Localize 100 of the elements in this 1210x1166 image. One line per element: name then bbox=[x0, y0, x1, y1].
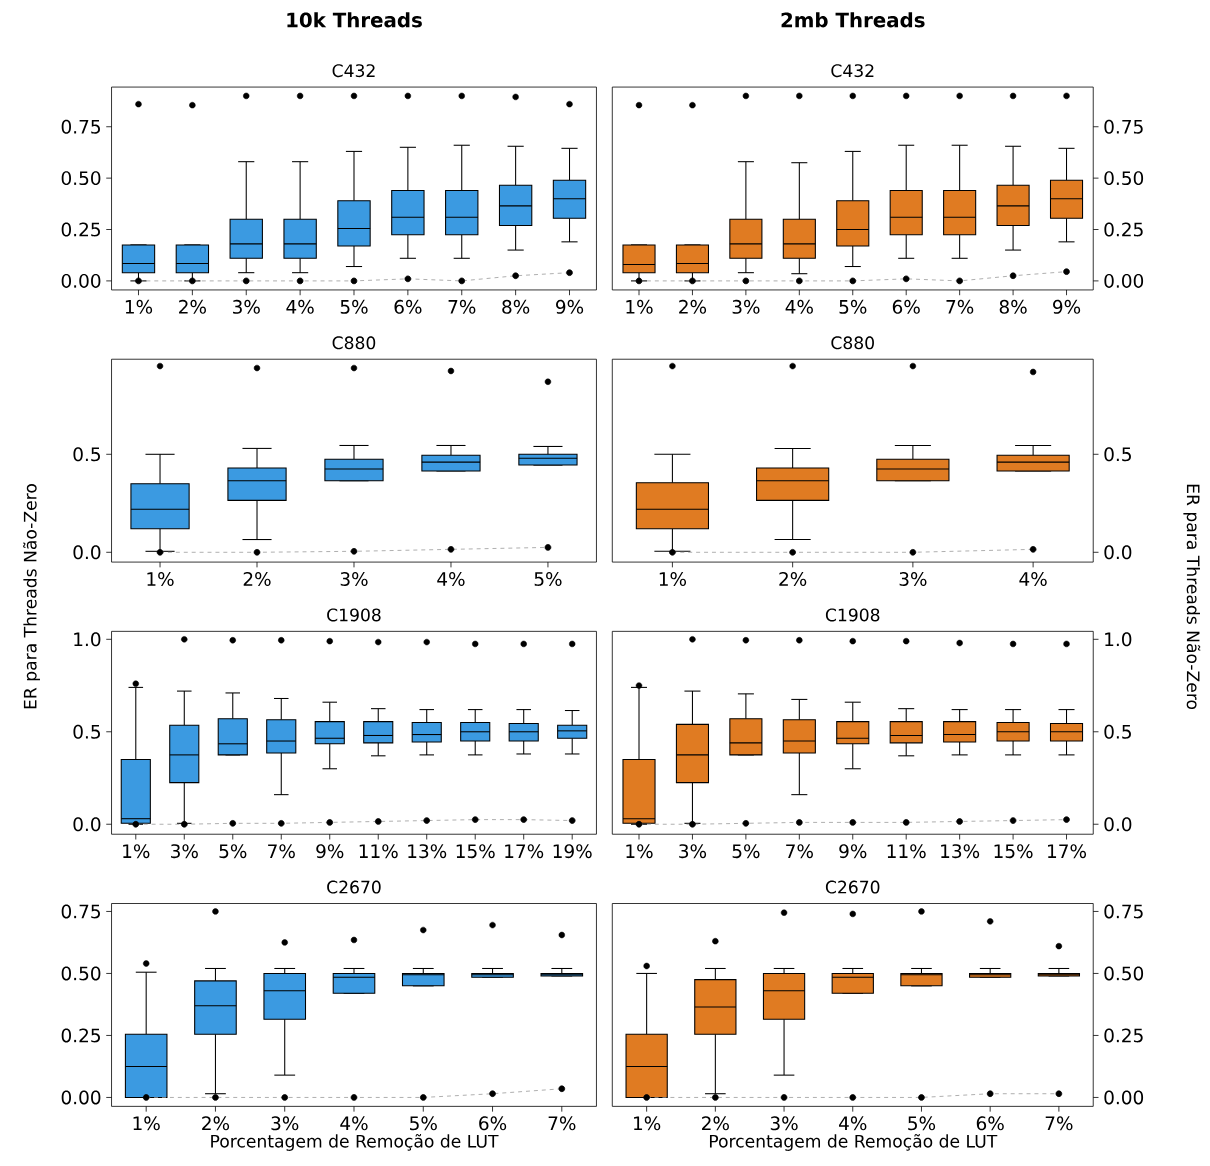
x-tick-label: 7% bbox=[946, 300, 974, 314]
y-tick-label: 0.75 bbox=[61, 119, 100, 134]
x-tick-label: 1% bbox=[634, 1116, 661, 1131]
x-tick-label: 3% bbox=[171, 844, 198, 859]
y2-tick-label: 0.0 bbox=[1104, 817, 1132, 832]
x-tick-label: 4% bbox=[340, 1116, 368, 1131]
x-tick-label: 11% bbox=[359, 844, 398, 859]
y-tick-label: 1.0 bbox=[74, 632, 101, 647]
chart-subtitle: C432 bbox=[332, 64, 375, 78]
y-tick-label: 0.5 bbox=[73, 447, 100, 462]
x-axis-title: Porcentagem de Remoção de LUT bbox=[709, 1134, 998, 1152]
x-tick-label: 2% bbox=[702, 1116, 729, 1131]
x-tick-label: 6% bbox=[394, 300, 422, 314]
x-tick-label: 3% bbox=[679, 844, 707, 859]
chart-title: 2mb Threads bbox=[781, 12, 925, 28]
y2-tick-label: 0.5 bbox=[1104, 724, 1131, 739]
x-tick-label: 7% bbox=[1045, 1116, 1073, 1131]
chart-title: C1908 bbox=[825, 608, 880, 622]
x-tick-label: 6% bbox=[976, 1116, 1004, 1131]
chart-title: C2670 bbox=[327, 880, 381, 894]
y-tick-label: 0.00 bbox=[61, 274, 101, 289]
y-tick-label: 0.00 bbox=[61, 1090, 101, 1105]
x-tick-label: 8% bbox=[999, 300, 1027, 314]
x-tick-label: 7% bbox=[268, 844, 295, 859]
x-tick-label: 1% bbox=[659, 572, 687, 587]
y2-tick-label: 0.0 bbox=[1104, 545, 1132, 560]
y2-tick-label: 1.0 bbox=[1105, 632, 1132, 647]
x-tick-label: 19% bbox=[553, 844, 592, 859]
y-tick-label: 0.5 bbox=[73, 724, 100, 739]
x-tick-label: 5% bbox=[410, 1116, 437, 1131]
y2-tick-label: 0.75 bbox=[1104, 904, 1143, 919]
y-tick-label: 0.50 bbox=[61, 966, 101, 981]
y2-axis-title: ER para Threads Não-Zero bbox=[1183, 484, 1201, 710]
x-tick-label: 5% bbox=[732, 844, 760, 859]
chart-title: C880 bbox=[332, 336, 376, 350]
x-tick-label: 1% bbox=[133, 1116, 160, 1131]
x-tick-label: 9% bbox=[839, 844, 867, 859]
x-tick-label: 9% bbox=[316, 844, 344, 859]
chart-title: C1908 bbox=[327, 608, 381, 622]
x-tick-label: 6% bbox=[479, 1116, 507, 1131]
x-tick-label: 13% bbox=[408, 844, 447, 859]
chart-title: 10k Threads bbox=[287, 12, 422, 28]
x-tick-label: 9% bbox=[1053, 300, 1081, 314]
x-tick-label: 3% bbox=[899, 572, 927, 587]
x-tick-label: 5% bbox=[908, 1116, 936, 1131]
x-tick-label: 15% bbox=[456, 844, 495, 859]
chart-subtitle: C432 bbox=[831, 64, 874, 78]
x-tick-label: 3% bbox=[340, 572, 368, 587]
x-tick-label: 1% bbox=[626, 844, 653, 859]
x-tick-label: 13% bbox=[941, 844, 980, 859]
x-tick-label: 5% bbox=[534, 572, 562, 587]
x-tick-label: 2% bbox=[679, 300, 707, 314]
x-tick-label: 17% bbox=[1048, 844, 1087, 859]
x-tick-label: 15% bbox=[994, 844, 1033, 859]
y-tick-label: 0.50 bbox=[61, 171, 101, 186]
x-tick-label: 3% bbox=[732, 300, 760, 314]
x-tick-label: 9% bbox=[556, 300, 584, 314]
x-tick-label: 3% bbox=[271, 1116, 299, 1131]
x-tick-label: 8% bbox=[502, 300, 530, 314]
chart-title: C2670 bbox=[825, 880, 880, 894]
x-tick-label: 4% bbox=[839, 1116, 867, 1131]
x-tick-label: 11% bbox=[887, 844, 926, 859]
chart-title: C880 bbox=[831, 336, 874, 350]
y2-tick-label: 0.00 bbox=[1104, 274, 1144, 289]
x-tick-label: 5% bbox=[839, 300, 867, 314]
y2-tick-label: 0.50 bbox=[1104, 966, 1144, 981]
x-tick-label: 2% bbox=[243, 572, 271, 587]
x-tick-label: 5% bbox=[340, 300, 368, 314]
x-tick-label: 6% bbox=[892, 300, 920, 314]
x-tick-label: 7% bbox=[548, 1116, 576, 1131]
y-tick-label: 0.25 bbox=[61, 222, 100, 237]
x-tick-label: 1% bbox=[147, 572, 174, 587]
x-axis-title: Porcentagem de Remoção de LUT bbox=[211, 1134, 499, 1152]
x-tick-label: 4% bbox=[437, 572, 465, 587]
x-tick-label: 1% bbox=[626, 300, 653, 314]
y2-tick-label: 0.00 bbox=[1104, 1090, 1144, 1105]
y-tick-label: 0.75 bbox=[61, 904, 100, 919]
x-tick-label: 4% bbox=[1019, 572, 1047, 587]
y-axis-title: ER para Threads Não-Zero bbox=[23, 484, 40, 709]
y2-tick-label: 0.75 bbox=[1104, 119, 1143, 134]
y2-tick-label: 0.50 bbox=[1104, 171, 1144, 186]
x-tick-label: 2% bbox=[179, 300, 206, 314]
x-tick-label: 2% bbox=[202, 1116, 230, 1131]
x-tick-label: 3% bbox=[232, 300, 260, 314]
x-tick-label: 1% bbox=[123, 844, 150, 859]
y-tick-label: 0.25 bbox=[61, 1028, 100, 1043]
x-tick-label: 1% bbox=[125, 300, 153, 314]
x-tick-label: 5% bbox=[219, 844, 247, 859]
y2-tick-label: 0.25 bbox=[1104, 222, 1143, 237]
x-tick-label: 4% bbox=[286, 300, 314, 314]
x-tick-label: 7% bbox=[786, 844, 813, 859]
x-tick-label: 3% bbox=[770, 1116, 798, 1131]
y-tick-label: 0.0 bbox=[73, 817, 101, 832]
x-tick-label: 2% bbox=[779, 572, 807, 587]
y2-tick-label: 0.25 bbox=[1104, 1028, 1143, 1043]
y2-tick-label: 0.5 bbox=[1104, 447, 1131, 462]
x-tick-label: 7% bbox=[448, 300, 476, 314]
x-tick-label: 4% bbox=[785, 300, 813, 314]
x-tick-label: 17% bbox=[505, 844, 544, 859]
y-tick-label: 0.0 bbox=[73, 545, 101, 560]
